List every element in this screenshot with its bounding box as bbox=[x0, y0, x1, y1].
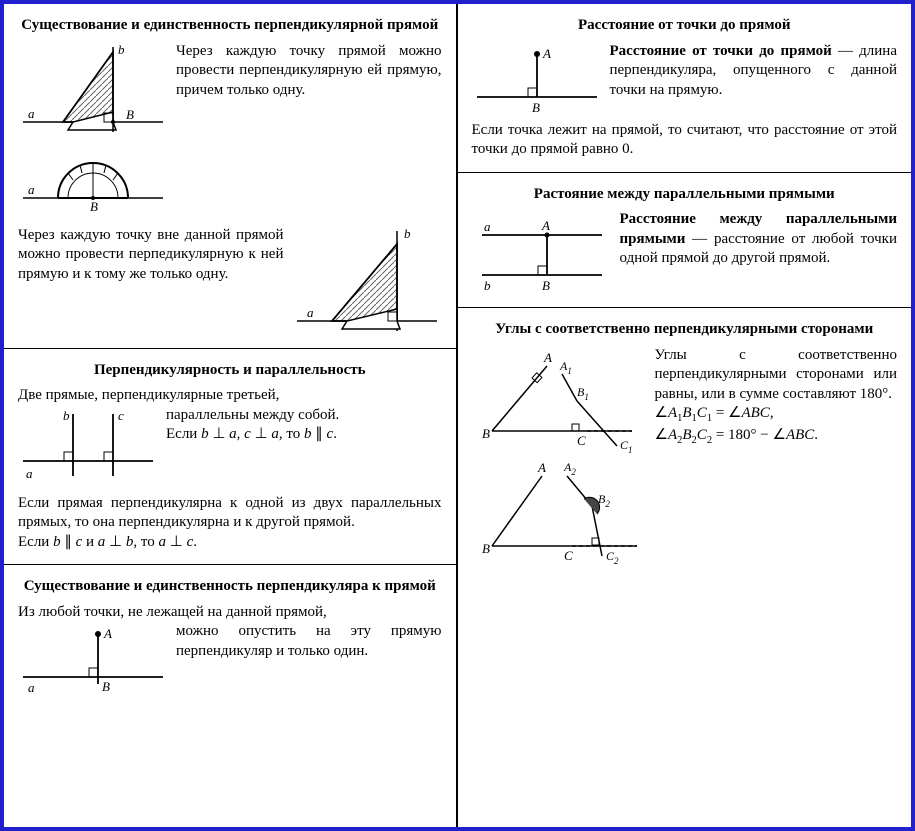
perp-lines-icon: a b c bbox=[18, 406, 158, 486]
para2: Если точка лежит на прямой, то считают, … bbox=[472, 121, 898, 160]
svg-text:A: A bbox=[541, 218, 550, 233]
svg-text:b: b bbox=[118, 42, 125, 57]
formula1: ∠A1B1C1 = ∠ABC, bbox=[655, 404, 898, 426]
svg-text:A1: A1 bbox=[559, 359, 572, 376]
def: Расстояние между параллельными прямыми —… bbox=[620, 210, 898, 269]
dist-parallel-icon: a b A B bbox=[472, 210, 612, 295]
page: Существование и единственность перпендик… bbox=[0, 0, 915, 831]
title: Перпендикулярность и параллельность bbox=[18, 361, 442, 381]
svg-text:C1: C1 bbox=[620, 438, 633, 455]
formula1: Если b ⊥ a, c ⊥ a, то b ∥ c. bbox=[166, 425, 442, 445]
para2: Через каждую точку вне данной прямой мож… bbox=[18, 226, 284, 285]
svg-text:C: C bbox=[577, 433, 586, 448]
para1: Углы с соответственно перпендикулярными … bbox=[655, 346, 898, 405]
title: Существование и единственность перпендик… bbox=[18, 577, 442, 597]
para2: параллельны между собой. bbox=[166, 406, 442, 426]
svg-text:B: B bbox=[542, 278, 550, 293]
svg-text:a: a bbox=[28, 680, 35, 692]
svg-text:B: B bbox=[482, 541, 490, 556]
para3: Если прямая перпендикулярна к одной из д… bbox=[18, 494, 442, 533]
triangle-icon: a b B bbox=[18, 42, 168, 137]
protractor-icon: a B bbox=[18, 143, 168, 213]
svg-text:A2: A2 bbox=[563, 460, 576, 477]
svg-text:a: a bbox=[28, 182, 35, 197]
svg-text:B: B bbox=[482, 426, 490, 441]
svg-text:a: a bbox=[307, 305, 314, 320]
svg-text:b: b bbox=[63, 408, 70, 423]
cell-perp-exist: Существование и единственность перпендик… bbox=[4, 4, 456, 349]
svg-text:B: B bbox=[90, 199, 98, 213]
title: Расстояние от точки до прямой bbox=[472, 16, 898, 36]
formula2: ∠A2B2C2 = 180° − ∠ABC. bbox=[655, 426, 898, 448]
para2: можно опустить на эту прямую перпендикул… bbox=[176, 622, 442, 661]
def: Расстояние от точки до прямой — длина пе… bbox=[610, 42, 898, 101]
svg-text:B: B bbox=[532, 100, 540, 115]
angles1-icon: B A C A1 B1 C1 bbox=[472, 346, 647, 456]
svg-text:a: a bbox=[484, 219, 491, 234]
svg-text:A: A bbox=[543, 350, 552, 365]
dist-point-icon: A B bbox=[472, 42, 602, 117]
para1: Через каждую точку прямой можно провести… bbox=[176, 42, 442, 101]
svg-text:a: a bbox=[28, 106, 35, 121]
svg-text:A: A bbox=[103, 626, 112, 641]
cell-dist-parallel: Растояние между параллельными прямыми a … bbox=[458, 173, 912, 309]
cell-perp-parallel: Перпендикулярность и параллельность Две … bbox=[4, 349, 456, 566]
svg-text:B: B bbox=[126, 107, 134, 122]
svg-text:A: A bbox=[542, 46, 551, 61]
svg-text:C: C bbox=[564, 548, 573, 563]
svg-text:A: A bbox=[537, 460, 546, 475]
svg-text:b: b bbox=[404, 226, 411, 241]
angles2-icon: B A C A2 B2 C2 bbox=[472, 456, 652, 566]
title: Углы с соответственно перпендикулярными … bbox=[472, 320, 898, 340]
cell-perp-to-line: Существование и единственность перпендик… bbox=[4, 565, 456, 827]
left-column: Существование и единственность перпендик… bbox=[4, 4, 458, 827]
title: Растояние между параллельными прямыми bbox=[472, 185, 898, 205]
cell-perp-angles: Углы с соответственно перпендикулярными … bbox=[458, 308, 912, 827]
svg-text:B1: B1 bbox=[577, 385, 589, 402]
svg-text:b: b bbox=[484, 278, 491, 293]
right-column: Расстояние от точки до прямой A B Рассто… bbox=[458, 4, 912, 827]
svg-text:c: c bbox=[118, 408, 124, 423]
svg-text:a: a bbox=[26, 466, 33, 481]
formula2: Если b ∥ c и a ⊥ b, то a ⊥ c. bbox=[18, 533, 442, 553]
svg-text:B: B bbox=[102, 679, 110, 692]
perp-drop-icon: a A B bbox=[18, 622, 168, 692]
cell-dist-point: Расстояние от точки до прямой A B Рассто… bbox=[458, 4, 912, 173]
triangle2-icon: a b bbox=[292, 226, 442, 336]
svg-text:C2: C2 bbox=[606, 549, 619, 566]
para1: Из любой точки, не лежащей на данной пря… bbox=[18, 603, 442, 623]
title: Существование и единственность перпендик… bbox=[18, 16, 442, 36]
para1: Две прямые, перпендикулярные третьей, bbox=[18, 386, 442, 406]
